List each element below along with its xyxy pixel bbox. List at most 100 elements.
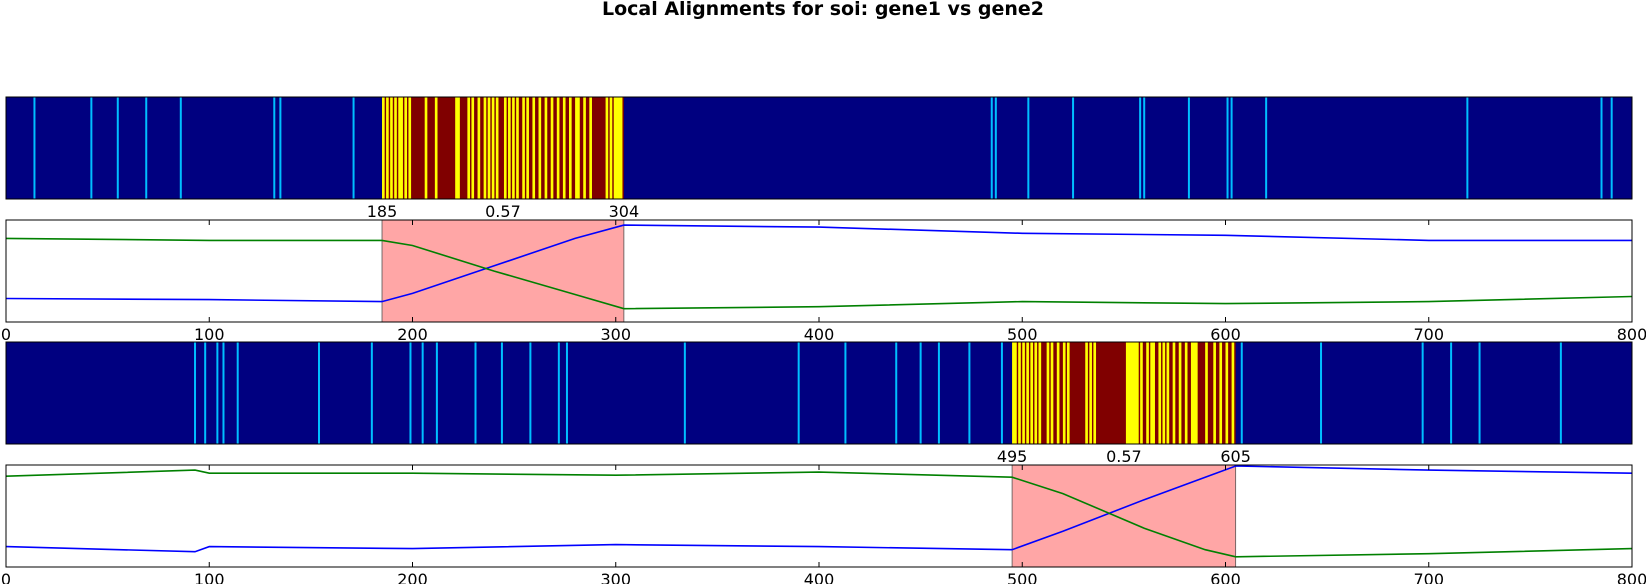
match-bar (1089, 342, 1092, 444)
match-bar (1205, 342, 1208, 444)
x-tick-label: 100 (194, 325, 225, 344)
match-bar (404, 97, 408, 199)
match-bar (1136, 342, 1139, 444)
match-bar (467, 97, 471, 199)
series-line-green (5, 469, 1633, 558)
match-bar (1172, 342, 1176, 444)
match-bar (483, 97, 487, 199)
match-bar (556, 97, 560, 199)
match-bar (398, 97, 401, 199)
match-bar (1134, 342, 1137, 444)
match-bar (575, 97, 578, 199)
plot-background (6, 220, 1632, 322)
barcode-background (6, 342, 1632, 444)
x-tick-label: 800 (1617, 325, 1646, 344)
match-bar (1213, 342, 1216, 444)
match-bar (1056, 342, 1060, 444)
panel-4: 0 100 200 300 400 500 600 700 800 (1, 464, 1646, 584)
match-bar (1014, 342, 1017, 444)
panel-1: 185 0.57 304 (5, 96, 1633, 221)
region-end-label: 304 (609, 202, 640, 221)
match-bar (1195, 342, 1198, 444)
aligned-region (1012, 342, 1236, 444)
x-tick-label: 0 (1, 570, 11, 584)
match-bar (471, 97, 475, 199)
match-bar (1129, 342, 1133, 444)
chart-title: Local Alignments for soi: gene1 vs gene2 (602, 0, 1044, 20)
x-tick-label: 400 (804, 325, 835, 344)
match-bar (434, 97, 438, 199)
match-bar (503, 97, 507, 199)
match-bar (390, 97, 393, 199)
match-bar (487, 97, 491, 199)
match-bar (1066, 342, 1070, 444)
x-tick-label: 800 (1617, 570, 1646, 584)
chart-panels: 185 0.57 304 0 100 200 300 400 500 600 700 800 495 0.… (1, 96, 1646, 584)
match-bar (1231, 342, 1235, 444)
match-bar (577, 97, 580, 199)
match-bar (1034, 342, 1038, 444)
match-bar (495, 97, 499, 199)
match-bar (1022, 342, 1025, 444)
match-bar (1050, 342, 1054, 444)
match-bar (457, 97, 460, 199)
highlight-region (1011, 464, 1237, 568)
x-tick-label: 300 (600, 570, 631, 584)
match-bar (613, 97, 617, 199)
match-bar (1225, 342, 1229, 444)
match-bar (609, 97, 613, 199)
match-bar (1190, 342, 1194, 444)
match-bar (522, 97, 525, 199)
match-bar (1030, 342, 1034, 444)
x-tick-label: 200 (397, 325, 428, 344)
match-bar (1132, 342, 1135, 444)
match-bar (526, 97, 529, 199)
x-tick-label: 100 (194, 570, 225, 584)
match-bar (1012, 342, 1015, 444)
plot-background (6, 465, 1632, 567)
region-score-label: 0.57 (1106, 447, 1142, 466)
series-line-green (5, 237, 1633, 310)
region-start-label: 185 (367, 202, 398, 221)
match-bar (424, 97, 428, 199)
match-bar (1038, 342, 1042, 444)
match-bar (516, 97, 519, 199)
barcode-background (6, 97, 1632, 199)
match-bar (538, 97, 542, 199)
match-bar (1127, 342, 1131, 444)
x-tick-label: 0 (1, 325, 11, 344)
x-tick-label: 300 (600, 325, 631, 344)
match-bar (508, 97, 511, 199)
match-bar (1093, 342, 1097, 444)
match-bar (512, 97, 515, 199)
match-bar (1178, 342, 1182, 444)
x-tick-label: 500 (1007, 325, 1038, 344)
match-bar (615, 97, 619, 199)
match-bar (532, 97, 536, 199)
highlight-region (381, 219, 625, 323)
match-bar (1146, 342, 1149, 444)
x-tick-label: 400 (804, 570, 835, 584)
match-bar (477, 97, 481, 199)
match-bar (562, 97, 566, 199)
match-bar (1026, 342, 1029, 444)
match-bar (1192, 342, 1196, 444)
x-tick-label: 200 (397, 570, 428, 584)
panel-3: 495 0.57 605 (5, 341, 1633, 466)
match-bar (583, 97, 586, 199)
aligned-region (382, 97, 624, 199)
x-tick-label: 600 (1210, 570, 1241, 584)
match-bar (1140, 342, 1143, 444)
barcode-frame (5, 341, 1633, 445)
match-bar (408, 97, 412, 199)
series-line-blue (5, 224, 1632, 303)
match-bar (1150, 342, 1153, 444)
match-bar (550, 97, 554, 199)
match-bar (605, 97, 609, 199)
match-bar (400, 97, 403, 199)
panel-2: 0 100 200 300 400 500 600 700 800 (1, 219, 1646, 344)
x-tick-label: 700 (1413, 570, 1444, 584)
match-bar (544, 97, 548, 199)
match-bar (1046, 342, 1050, 444)
